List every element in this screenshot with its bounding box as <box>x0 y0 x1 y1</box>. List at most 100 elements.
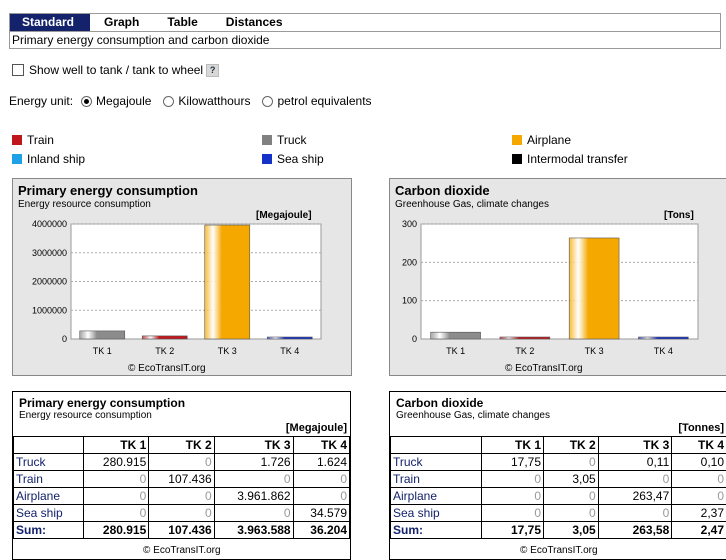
co2-ytick-label: 300 <box>402 219 417 229</box>
co2-table-title: Carbon dioxide <box>396 396 484 410</box>
table-cell: 17,75 <box>481 521 544 539</box>
table-cell: 280.915 <box>82 521 150 539</box>
energy-table-unit: [Megajoule] <box>285 422 347 434</box>
energy-xtick-label: TK 4 <box>280 346 299 356</box>
energy-bar-tk-3 <box>204 224 251 340</box>
row-label: Truck <box>13 453 84 471</box>
table-cell: 0 <box>481 470 544 488</box>
column-header: TK 4 <box>671 436 726 454</box>
legend-swatch-inland-ship <box>12 154 22 164</box>
co2-xtick-label: TK 4 <box>654 346 673 356</box>
table-cell: 0 <box>543 453 599 471</box>
co2-table-sum-row: Sum: 17,75 3,05 263,58 2,47 <box>389 521 726 539</box>
table-cell: 3,05 <box>543 470 599 488</box>
co2-chart-subtitle: Greenhouse Gas, climate changes <box>395 199 549 210</box>
energy-bar-tk-2 <box>141 335 188 340</box>
tab-graph[interactable]: Graph <box>104 15 140 29</box>
table-row: Truck 17,75 0 0,11 0,10 <box>389 453 726 471</box>
radio-kilowatthours-label: Kilowatthours <box>178 94 251 108</box>
energy-unit-selector: Energy unit: Megajoule Kilowatthours pet… <box>9 94 376 108</box>
table-cell: 0 <box>82 487 150 505</box>
row-label: Train <box>13 470 84 488</box>
table-cell: 263,58 <box>597 521 673 539</box>
legend-swatch-intermodal-transfer <box>512 154 522 164</box>
table-row: Train 0 107.436 0 0 <box>13 470 351 488</box>
co2-table-panel: Carbon dioxide Greenhouse Gas, climate c… <box>389 391 726 560</box>
energy-bar-tk-1 <box>79 330 126 340</box>
column-header <box>389 436 483 454</box>
co2-chart-title: Carbon dioxide <box>395 183 490 198</box>
table-cell: 2,37 <box>671 504 726 522</box>
energy-table-subtitle: Energy resource consumption <box>19 410 152 421</box>
legend-swatch-sea-ship <box>262 154 272 164</box>
table-row: Airplane 0 0 3.961.862 0 <box>13 487 351 505</box>
legend-label-airplane: Airplane <box>527 133 572 147</box>
row-label: Sea ship <box>389 504 483 522</box>
energy-xtick-label: TK 2 <box>155 346 174 356</box>
energy-ytick-label: 0 <box>62 334 67 344</box>
radio-petrol-equivalents[interactable] <box>262 95 274 107</box>
radio-megajoule[interactable] <box>81 95 93 107</box>
radio-kilowatthours[interactable] <box>163 95 175 107</box>
co2-ytick-label: 0 <box>412 334 417 344</box>
row-label: Sum: <box>389 521 483 539</box>
tab-table[interactable]: Table <box>167 15 198 29</box>
tab-distances[interactable]: Distances <box>225 15 283 29</box>
co2-xtick-label: TK 2 <box>515 346 534 356</box>
energy-ytick-label: 3000000 <box>32 248 67 258</box>
tab-standard[interactable]: Standard <box>10 14 90 31</box>
table-row: Sea ship 0 0 0 34.579 <box>13 504 351 522</box>
co2-xtick-label: TK 1 <box>446 346 465 356</box>
co2-bar-tk-3 <box>568 237 620 340</box>
table-cell: 2,47 <box>671 521 726 539</box>
co2-plot-area <box>420 223 699 340</box>
co2-bar-tk-1 <box>430 331 481 340</box>
co2-chart: 0 100 200 300 TK 1 TK 2 TK 3 TK 4 Carbon dioxid… <box>389 178 726 376</box>
row-label: Airplane <box>13 487 84 505</box>
co2-chart-copyright: © EcoTransIT.org <box>505 363 583 374</box>
table-cell: 3,05 <box>543 521 599 539</box>
legend-swatch-truck <box>262 135 272 145</box>
table-cell: 107.436 <box>148 470 215 488</box>
energy-ytick-label: 4000000 <box>32 219 67 229</box>
table-cell: 0 <box>671 470 726 488</box>
energy-chart-title: Primary energy consumption <box>18 183 198 198</box>
radio-megajoule-label: Megajoule <box>96 94 152 108</box>
energy-table: TK 1 TK 2 TK 3 TK 4 Truck 280.915 0 1.726 1.624 T… <box>13 436 351 539</box>
co2-chart-unit: [Tons] <box>664 210 694 221</box>
table-cell: 0 <box>543 487 599 505</box>
page-subtitle: Primary energy consumption and carbon di… <box>9 31 721 49</box>
table-cell: 0 <box>481 487 544 505</box>
legend-sea-ship: Sea ship <box>262 152 324 166</box>
legend-swatch-airplane <box>512 135 522 145</box>
energy-xtick-label: TK 1 <box>93 346 112 356</box>
column-header: TK 1 <box>82 436 150 454</box>
co2-table-copyright: © EcoTransIT.org <box>520 545 598 556</box>
table-cell: 0 <box>82 504 150 522</box>
legend-label-sea-ship: Sea ship <box>277 152 324 166</box>
table-cell: 263,47 <box>597 487 673 505</box>
table-cell: 0 <box>213 504 294 522</box>
energy-xtick-label: TK 3 <box>218 346 237 356</box>
wtt-ttw-checkbox[interactable] <box>12 64 24 76</box>
table-cell: 3.961.862 <box>213 487 294 505</box>
legend-label-truck: Truck <box>277 133 307 147</box>
co2-table-unit: [Tonnes] <box>678 422 724 434</box>
column-header: TK 3 <box>597 436 673 454</box>
legend-inland-ship: Inland ship <box>12 152 85 166</box>
table-cell: 0 <box>481 504 544 522</box>
co2-bar-tk-2 <box>499 336 551 340</box>
legend-label-intermodal-transfer: Intermodal transfer <box>527 152 628 166</box>
table-cell: 0 <box>148 453 215 471</box>
row-label: Airplane <box>389 487 483 505</box>
co2-xtick-label: TK 3 <box>585 346 604 356</box>
energy-unit-label: Energy unit: <box>9 94 74 108</box>
energy-table-header-row: TK 1 TK 2 TK 3 TK 4 <box>13 436 351 454</box>
energy-chart-subtitle: Energy resource consumption <box>18 199 151 210</box>
energy-chart: 0 1000000 2000000 3000000 4000000 TK 1 TK 2 TK … <box>12 178 352 376</box>
table-cell: 0,10 <box>671 453 726 471</box>
legend-airplane: Airplane <box>512 133 571 147</box>
row-label: Sum: <box>13 521 84 539</box>
table-row: Train 0 3,05 0 0 <box>389 470 726 488</box>
help-icon[interactable]: ? <box>206 63 220 77</box>
